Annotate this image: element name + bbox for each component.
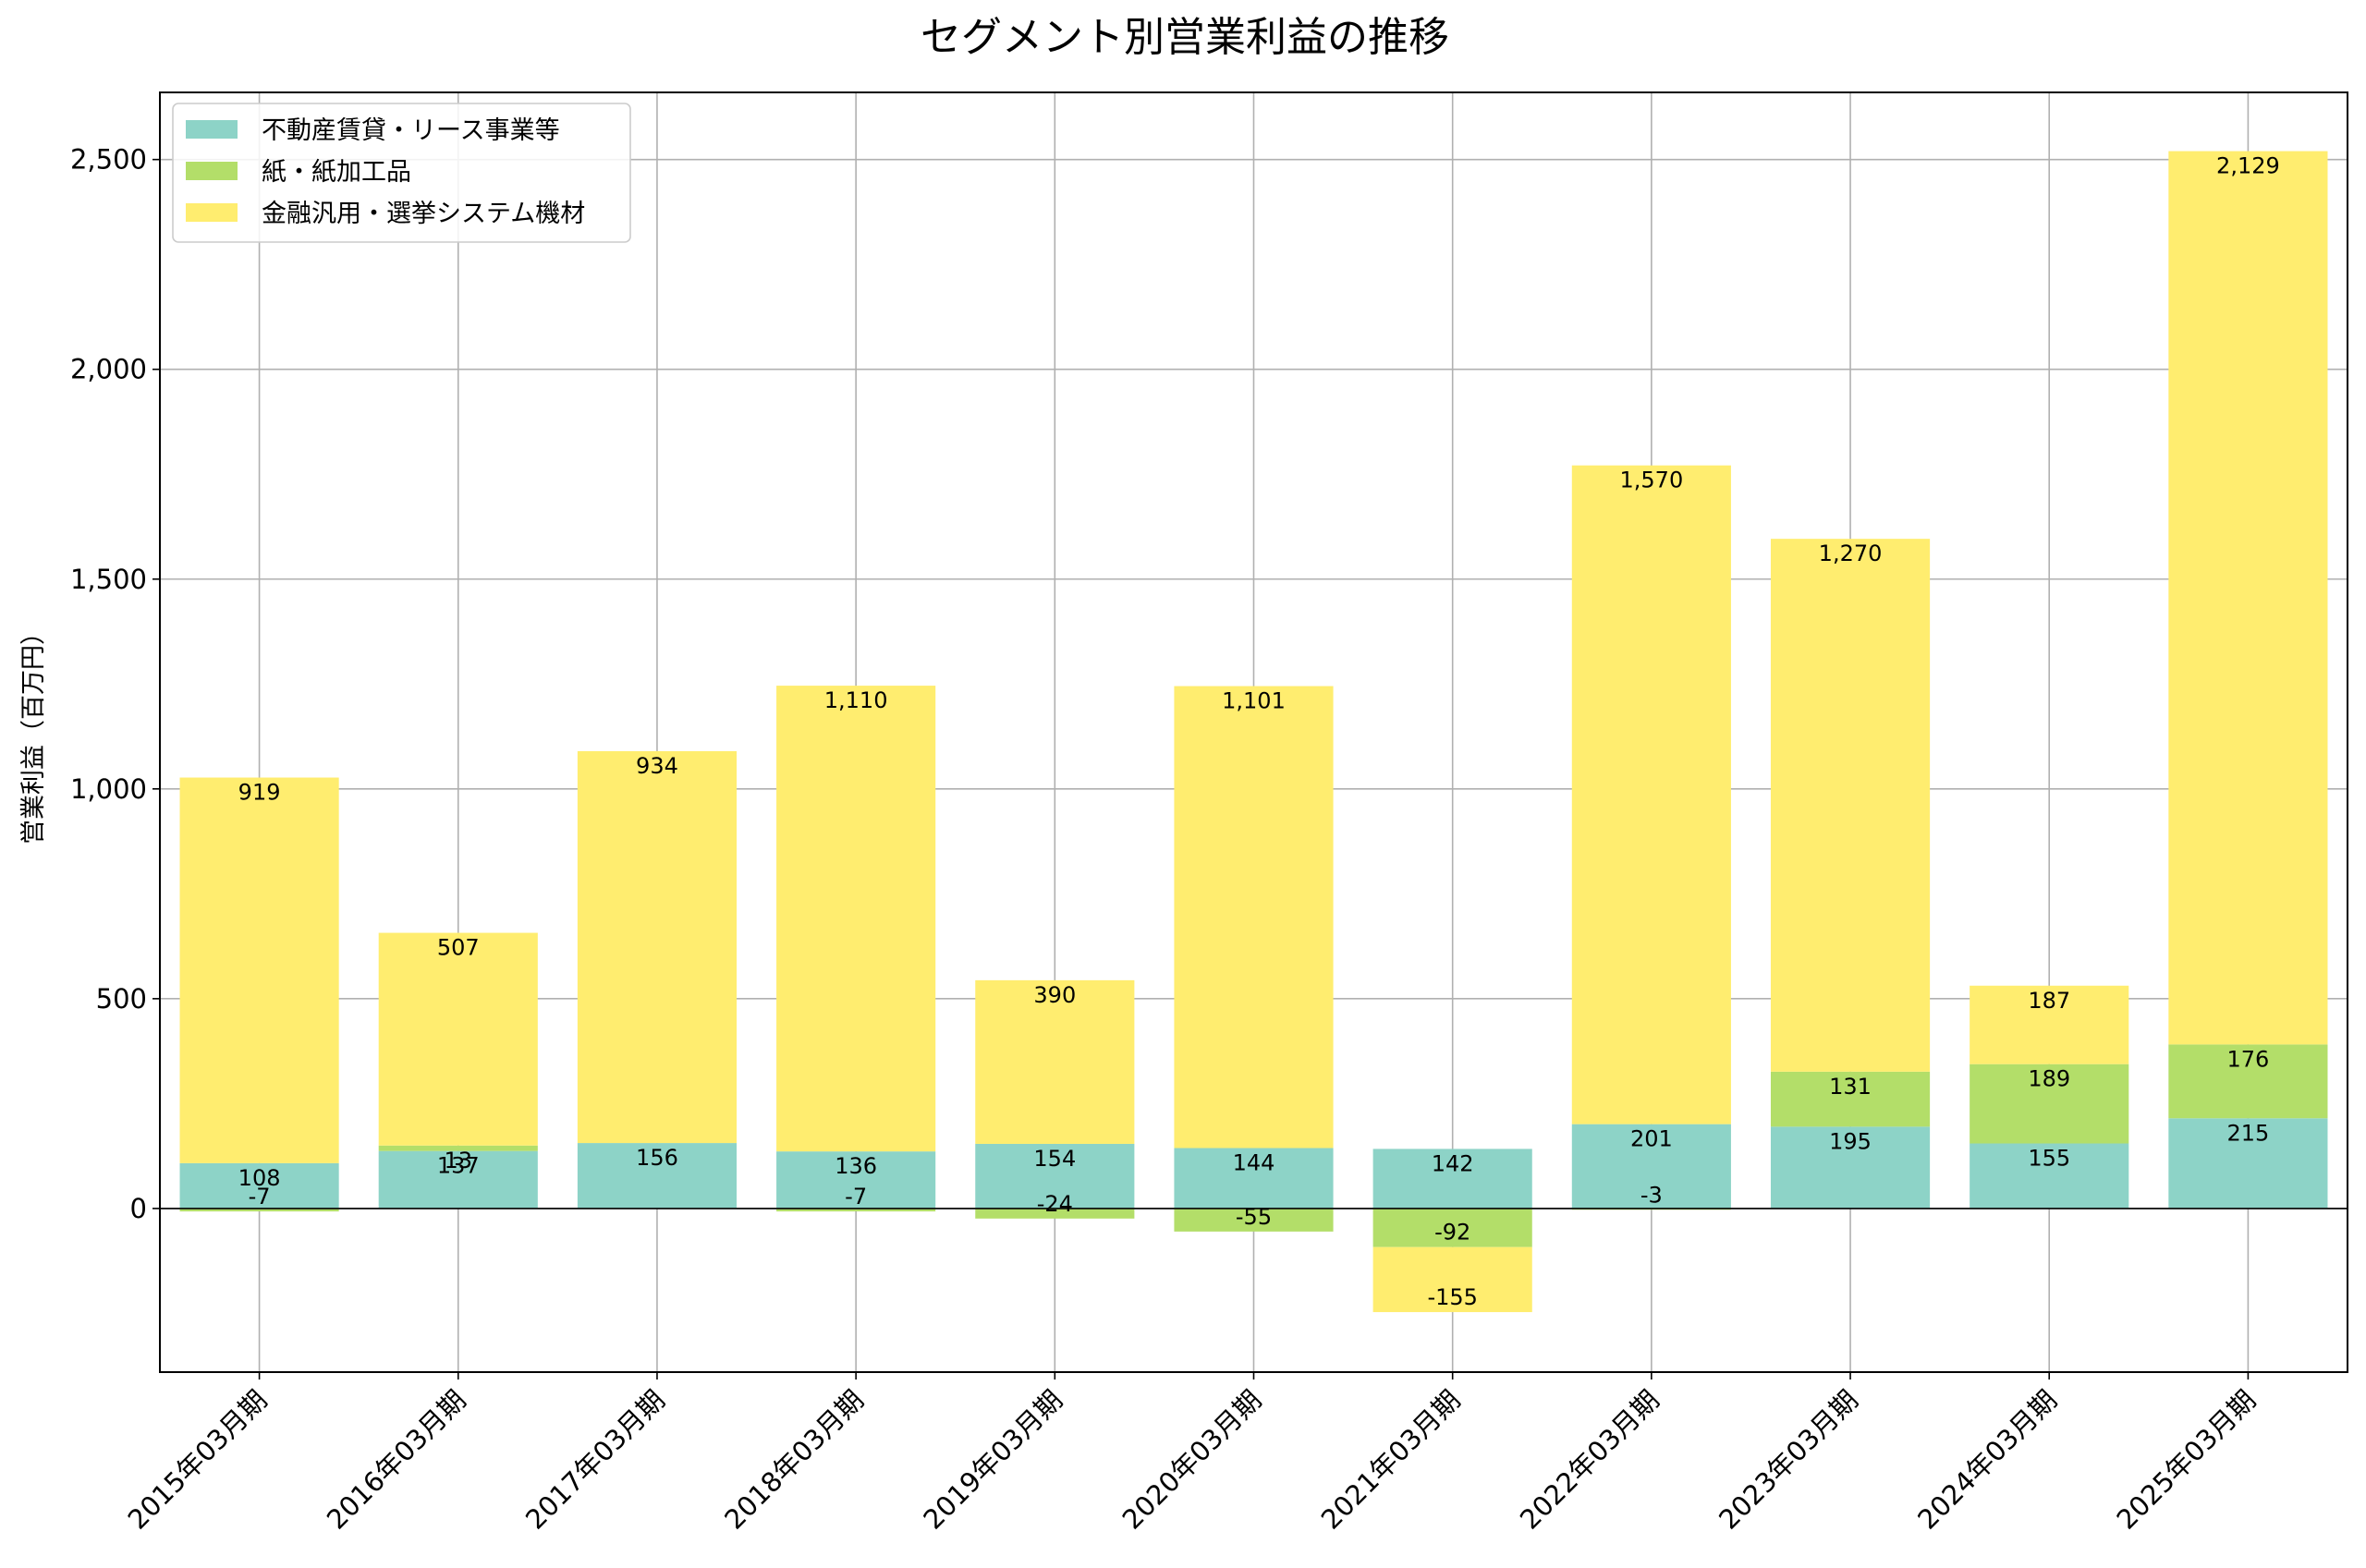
y-tick-label: 1,000 [70, 773, 147, 805]
bar-segment [1770, 1126, 1931, 1209]
bar-segment [1970, 1064, 2129, 1144]
x-tick-label: 2016年03月期 [321, 1384, 472, 1536]
bar-segment [1770, 539, 1931, 1072]
bar-segment [2168, 1118, 2328, 1209]
data-label: 2,129 [2216, 153, 2280, 179]
plot-frame [159, 91, 2348, 1373]
x-tick-label: 2015年03月期 [122, 1384, 274, 1536]
bar-segment [975, 979, 1135, 1144]
bar-segment [1372, 1246, 1532, 1313]
x-tick-label: 2024年03月期 [1911, 1384, 2063, 1536]
bar-segment [2168, 1044, 2328, 1119]
data-label: 507 [437, 935, 480, 961]
y-tick-label: 2,500 [70, 144, 147, 176]
chart-title: セグメント別営業利益の推移 [921, 14, 1449, 61]
data-label: 390 [1033, 982, 1076, 1008]
x-tick-label: 2018年03月期 [718, 1384, 870, 1536]
legend-swatch [186, 162, 238, 180]
data-label: 156 [636, 1145, 678, 1171]
data-label: -7 [845, 1184, 867, 1209]
data-label: 108 [238, 1165, 281, 1191]
data-label: 154 [1033, 1146, 1076, 1172]
data-label: 137 [437, 1153, 480, 1179]
data-label: 187 [2028, 988, 2070, 1014]
x-tick-label: 2022年03月期 [1514, 1384, 1665, 1536]
data-label: 1,101 [1222, 688, 1286, 714]
x-tick-label: 2017年03月期 [519, 1384, 671, 1536]
bar-segment [776, 1208, 936, 1212]
y-tick-label: 2,000 [70, 354, 147, 385]
bar-segment [1571, 1124, 1731, 1209]
bars-layer [179, 151, 2328, 1313]
legend-label: 金融汎用・選挙システム機材 [262, 200, 585, 228]
x-tick-label: 2025年03月期 [2111, 1384, 2262, 1536]
legend-box [172, 103, 631, 243]
data-label: 195 [1829, 1128, 1872, 1154]
legend-label: 不動産賃貸・リース事業等 [262, 116, 560, 145]
data-label: -92 [1434, 1220, 1470, 1246]
data-label: 919 [238, 780, 281, 806]
data-label: 1,110 [824, 687, 888, 713]
data-label: -55 [1236, 1204, 1272, 1230]
bar-segment [975, 1143, 1135, 1209]
bar-segment [1571, 465, 1731, 1124]
bar-segment [378, 932, 538, 1146]
bar-segment [1970, 985, 2129, 1064]
bar-segment [1770, 1071, 1931, 1127]
data-label: 155 [2028, 1146, 2070, 1172]
data-label: 1,270 [1819, 541, 1883, 566]
data-label: 144 [1233, 1150, 1275, 1176]
bar-segment [179, 1162, 339, 1209]
bar-segment [1970, 1143, 2129, 1209]
bar-segment [1174, 1208, 1334, 1232]
data-label: -7 [249, 1184, 271, 1209]
data-label: 934 [636, 753, 678, 779]
bar-segment [179, 777, 339, 1163]
bar-segment [975, 1208, 1135, 1219]
data-label: 215 [2227, 1120, 2270, 1146]
bar-segment [1174, 1148, 1334, 1209]
y-tick-label: 0 [130, 1193, 147, 1224]
data-label: 136 [835, 1153, 877, 1179]
bar-segment [577, 1143, 738, 1209]
data-label: 131 [1829, 1074, 1872, 1100]
data-label: 13 [444, 1148, 472, 1173]
bar-segment [577, 750, 738, 1144]
data-labels-layer: 108-791913713507156934136-71,110154-2439… [238, 153, 2280, 1310]
data-label: 189 [2028, 1066, 2070, 1092]
data-label: 176 [2227, 1046, 2270, 1072]
data-label: 201 [1630, 1126, 1673, 1152]
data-label: -155 [1427, 1284, 1477, 1310]
x-tick-label: 2021年03月期 [1315, 1384, 1467, 1536]
y-tick-label: 500 [96, 983, 147, 1015]
bar-segment [776, 1151, 936, 1209]
bar-segment [378, 1145, 538, 1151]
x-tick-label: 2023年03月期 [1713, 1384, 1864, 1536]
bar-segment [1174, 686, 1334, 1149]
bar-segment [179, 1208, 339, 1212]
bar-segment [378, 1150, 538, 1209]
legend-swatch [186, 120, 238, 139]
data-label: -3 [1640, 1182, 1663, 1208]
x-tick-label: 2020年03月期 [1116, 1384, 1268, 1536]
data-label: -24 [1037, 1191, 1073, 1217]
data-label: 142 [1432, 1150, 1474, 1176]
bar-segment [2168, 151, 2328, 1045]
legend-swatch [186, 203, 238, 222]
bar-segment [1372, 1208, 1532, 1247]
bar-segment [776, 686, 936, 1152]
legend-label: 紙・紙加工品 [262, 158, 411, 187]
x-tick-label: 2019年03月期 [917, 1384, 1068, 1536]
bar-segment [1372, 1149, 1532, 1209]
y-axis-label: 営業利益（百万円） [19, 620, 48, 845]
y-tick-label: 1,500 [70, 564, 147, 595]
data-label: 1,570 [1620, 468, 1684, 493]
